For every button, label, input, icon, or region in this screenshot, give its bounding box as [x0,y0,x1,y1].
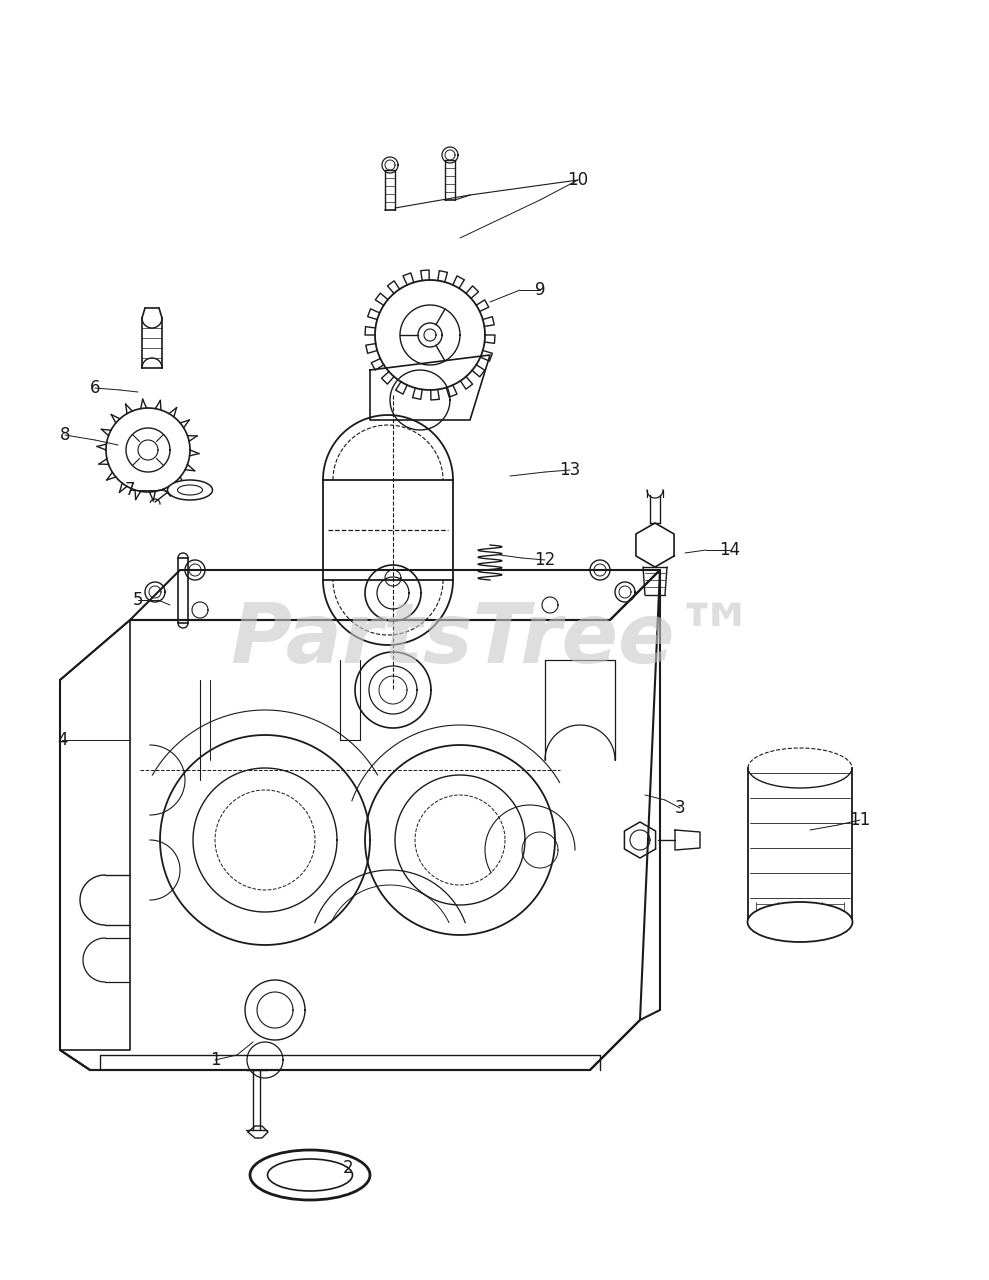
Ellipse shape [167,480,213,500]
Text: 2: 2 [342,1158,353,1178]
Text: 5: 5 [133,591,143,609]
Text: PartsTree™: PartsTree™ [230,599,759,681]
Ellipse shape [177,485,203,495]
Ellipse shape [748,902,853,942]
Text: 3: 3 [674,799,685,817]
Text: 4: 4 [56,731,67,749]
Ellipse shape [267,1158,352,1190]
Text: 12: 12 [534,550,556,570]
Text: 1: 1 [210,1051,221,1069]
Text: 6: 6 [90,379,100,397]
Text: 10: 10 [568,172,588,189]
Text: 7: 7 [125,481,135,499]
Text: 14: 14 [719,541,741,559]
Text: 9: 9 [535,282,545,300]
Text: 13: 13 [560,461,581,479]
Text: 11: 11 [850,812,870,829]
Text: 8: 8 [59,426,70,444]
Ellipse shape [250,1149,370,1201]
